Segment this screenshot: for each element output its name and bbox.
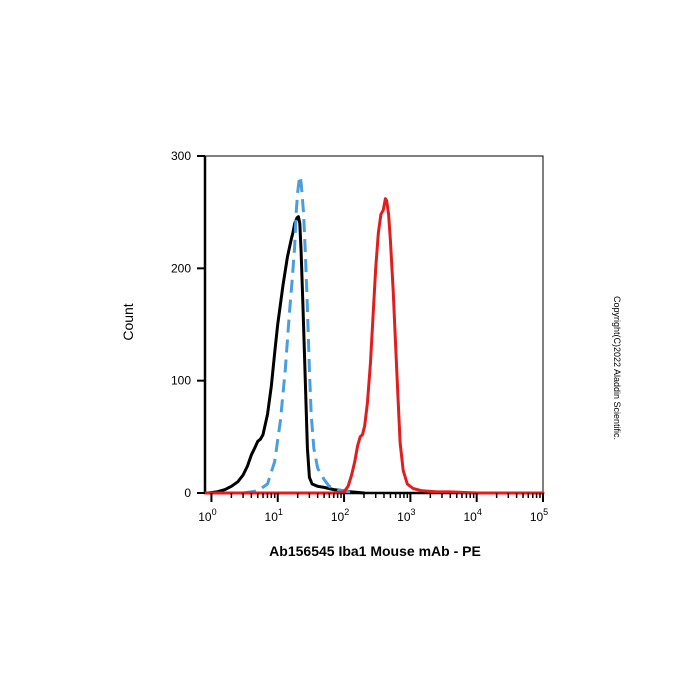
y-tick-label: 0 <box>184 486 191 500</box>
copyright-notice: Copyright(C)2022 Aladdin Scientific. <box>612 296 622 440</box>
x-tick-label: 100 <box>198 507 216 524</box>
y-axis-title: Count <box>120 303 136 340</box>
y-tick-label: 200 <box>171 261 191 275</box>
x-tick-label: 101 <box>265 507 283 524</box>
x-tick-label: 103 <box>397 507 415 524</box>
histogram-curves <box>203 174 545 495</box>
x-tick-label: 102 <box>331 507 349 524</box>
unstained-control-curve <box>242 174 355 495</box>
y-tick-label: 100 <box>171 374 191 388</box>
y-tick-label: 300 <box>171 149 191 163</box>
isotype-control-curve <box>206 215 366 495</box>
x-axis-ticks: 100 101 102 103 104 105 <box>198 493 548 524</box>
x-tick-label: 105 <box>530 507 548 524</box>
x-axis-title: Ab156545 Iba1 Mouse mAb - PE <box>269 543 481 559</box>
sample-curve <box>203 197 545 495</box>
y-axis-ticks: 0 100 200 300 <box>171 149 205 500</box>
x-tick-label: 104 <box>463 507 481 524</box>
